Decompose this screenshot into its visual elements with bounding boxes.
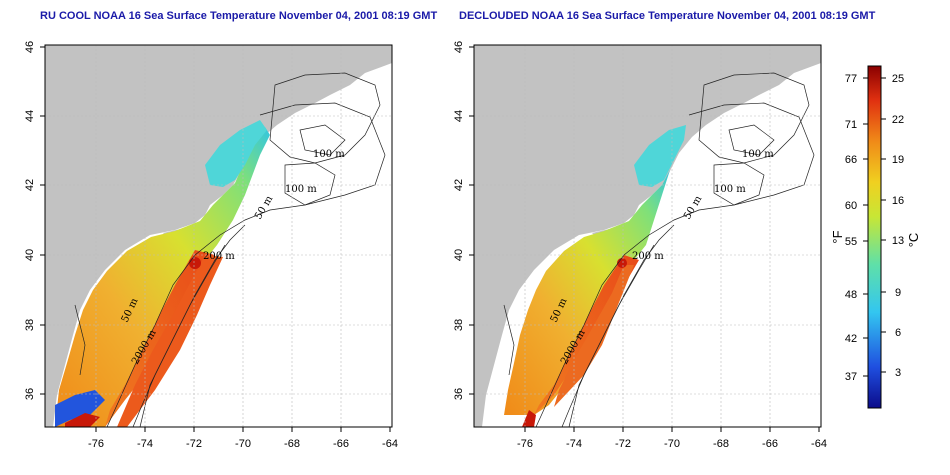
right-x-tick-label: -66 — [762, 438, 778, 450]
left-frame — [44, 44, 393, 428]
right-y-tick-label: 46 — [453, 41, 465, 53]
left-y-tick-label: 42 — [24, 179, 36, 191]
left-y-tick-label: 38 — [24, 319, 36, 331]
left-y-tick-label: 36 — [24, 388, 36, 400]
right-hatteras-red — [522, 410, 536, 427]
right-panel-title: DECLOUDED NOAA 16 Sea Surface Temperatur… — [459, 10, 876, 22]
right-sst-map: 100 m 100 m 50 m 200 m 50 m 2000 m -76 -… — [453, 41, 827, 450]
left-x-tick-marks — [95, 427, 391, 432]
left-x-tick-label: -66 — [333, 438, 349, 450]
left-contour-label-100m-a: 100 m — [313, 149, 345, 160]
left-gulf-maine-sst — [205, 120, 267, 187]
right-contour-label-100m-b: 100 m — [714, 184, 746, 195]
left-land-mass — [45, 45, 392, 427]
right-contours — [503, 72, 815, 428]
colorbar-f-tick: 48 — [845, 289, 857, 301]
left-gridlines — [45, 45, 392, 427]
right-y-tick-label: 44 — [453, 110, 465, 122]
right-y-tick-label: 36 — [453, 388, 465, 400]
colorbar-c-tick: 19 — [892, 154, 904, 166]
left-y-tick-label: 46 — [24, 41, 36, 53]
colorbar-f-tick: 55 — [845, 236, 857, 248]
colorbar-c-tick: 22 — [892, 114, 904, 126]
right-y-tick-label: 38 — [453, 319, 465, 331]
left-y-tick-marks — [40, 46, 45, 395]
colorbar-celsius-label: °C — [906, 233, 921, 248]
right-slope-sst-outer — [554, 265, 634, 407]
colorbar-c-tick: 16 — [892, 195, 904, 207]
left-shelf-sst — [55, 127, 270, 427]
left-x-tick-label: -76 — [88, 438, 104, 450]
colorbar-c-tick: 9 — [895, 287, 901, 299]
left-x-tick-label: -72 — [186, 438, 202, 450]
left-x-tick-label: -64 — [382, 438, 398, 450]
right-shelf-sst — [504, 170, 670, 415]
right-frame — [473, 44, 822, 428]
right-x-tick-label: -68 — [713, 438, 729, 450]
left-slope-sst-outer — [117, 255, 223, 427]
colorbar-c-tick: 3 — [895, 367, 901, 379]
right-gridlines — [474, 45, 821, 427]
sst-colorbar: 77 71 66 60 55 48 42 37 25 22 19 16 13 9… — [830, 65, 921, 409]
colorbar-c-tick: 6 — [895, 327, 901, 339]
right-x-tick-label: -74 — [566, 438, 582, 450]
left-y-tick-label: 40 — [24, 249, 36, 261]
left-warm-core — [189, 257, 201, 269]
left-contour-label-200m: 200 m — [203, 251, 235, 262]
colorbar-f-tick: 60 — [845, 200, 857, 212]
left-y-tick-label: 44 — [24, 110, 36, 122]
left-x-tick-label: -68 — [284, 438, 300, 450]
colorbar-tick-marks — [863, 77, 886, 377]
right-x-tick-label: -76 — [517, 438, 533, 450]
right-contour-label-200m: 200 m — [632, 251, 664, 262]
right-warm-core — [617, 258, 627, 268]
colorbar-c-tick: 25 — [892, 73, 904, 85]
colorbar-f-tick: 66 — [845, 154, 857, 166]
left-contours — [74, 72, 386, 428]
colorbar-f-tick: 37 — [845, 371, 857, 383]
right-x-tick-label: -64 — [811, 438, 827, 450]
colorbar-f-tick: 71 — [845, 119, 857, 131]
left-x-tick-label: -74 — [137, 438, 153, 450]
colorbar-f-tick: 77 — [845, 73, 857, 85]
colorbar-fahrenheit-label: °F — [830, 230, 845, 243]
right-x-tick-marks — [524, 427, 820, 432]
right-y-tick-marks — [469, 46, 474, 395]
right-y-tick-label: 40 — [453, 249, 465, 261]
right-y-tick-label: 42 — [453, 179, 465, 191]
left-contour-label-100m-b: 100 m — [285, 184, 317, 195]
right-contour-label-100m-a: 100 m — [742, 149, 774, 160]
colorbar-gradient — [867, 65, 882, 409]
right-x-tick-label: -72 — [615, 438, 631, 450]
colorbar-f-tick: 42 — [845, 333, 857, 345]
colorbar-c-tick: 13 — [892, 235, 904, 247]
left-panel-title: RU COOL NOAA 16 Sea Surface Temperature … — [40, 10, 438, 22]
left-x-tick-label: -70 — [235, 438, 251, 450]
right-x-tick-label: -70 — [664, 438, 680, 450]
left-hatteras-noise — [55, 390, 105, 427]
left-sst-map: 100 m 100 m 50 m 200 m 50 m 2000 m -76 -… — [24, 41, 398, 450]
right-gulf-maine-sst — [634, 125, 686, 187]
right-land-mass — [474, 45, 821, 427]
left-hatteras-red — [65, 413, 100, 427]
